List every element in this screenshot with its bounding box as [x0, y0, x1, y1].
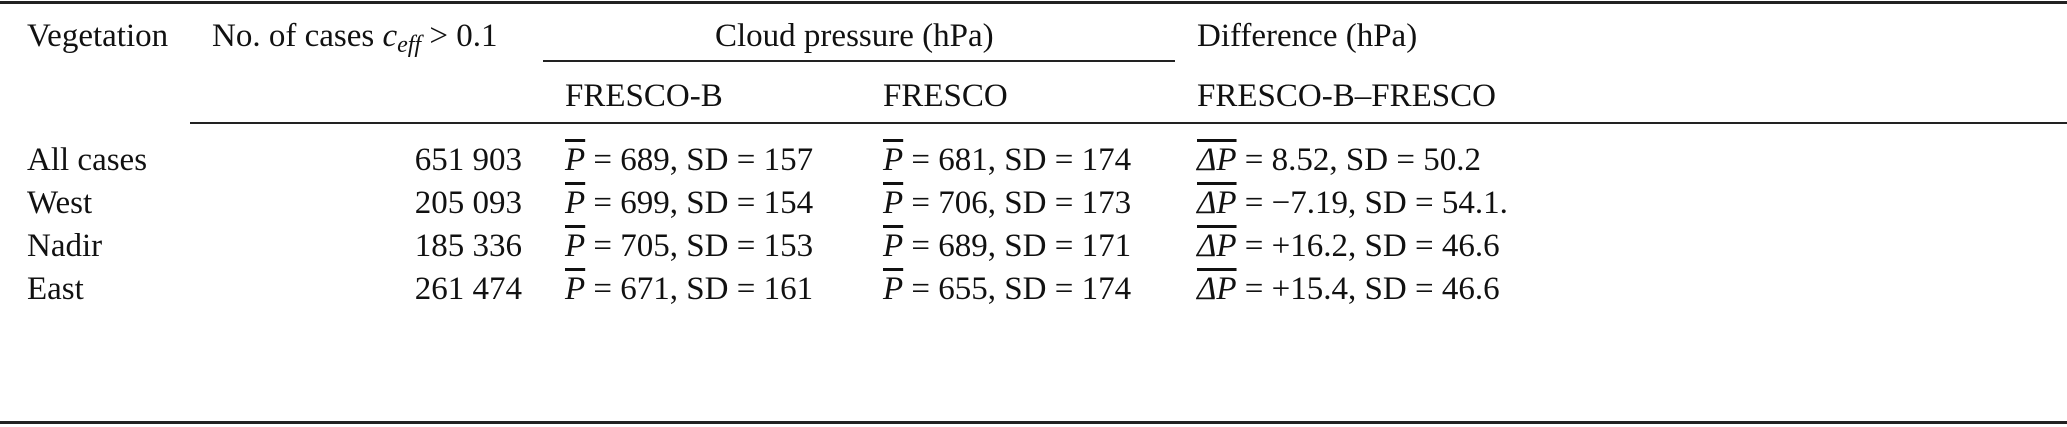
cases-cell: 205 093	[414, 185, 522, 221]
mean-symbol: ΔP	[1197, 142, 1237, 178]
mean-value: −7.19	[1271, 185, 1349, 221]
top-rule	[0, 1, 2067, 4]
header-diff-sub: FRESCO-B–FRESCO	[1197, 78, 1496, 114]
cases-cell: 651 903	[414, 142, 522, 178]
cases-sub: eff	[397, 32, 422, 58]
sd-value: 161	[763, 271, 814, 307]
fresco-cell: P = 655, SD = 174	[883, 271, 1132, 307]
vegetation-cell: West	[27, 185, 93, 221]
difference-cell: ΔP = −7.19, SD = 54.1.	[1197, 185, 1508, 221]
header-vegetation: Vegetation	[27, 18, 169, 54]
difference-cell: ΔP = 8.52, SD = 50.2	[1197, 142, 1481, 178]
vegetation-cell: Nadir	[27, 228, 103, 264]
sd-value: 46.6	[1441, 271, 1500, 307]
sd-value: 50.2	[1423, 142, 1481, 178]
mean-value: 706	[938, 185, 988, 221]
sd-value: 154	[763, 185, 814, 221]
sd-value: 171	[1081, 228, 1132, 264]
header-cloud-pressure: Cloud pressure (hPa)	[715, 18, 994, 54]
difference-cell: ΔP = +16.2, SD = 46.6	[1197, 228, 1500, 264]
cases-value: 651 903	[415, 140, 522, 180]
bottom-rule	[0, 421, 2067, 424]
cases-value: 205 093	[415, 183, 522, 223]
sd-value: 157	[763, 142, 814, 178]
mean-value: 705	[620, 228, 670, 264]
mean-symbol: P	[883, 271, 904, 307]
table-row-label: West	[27, 183, 92, 223]
sd-value: 46.6	[1441, 228, 1500, 264]
table-row-label: All cases	[27, 140, 147, 180]
mean-value: 8.52	[1271, 142, 1330, 178]
mean-symbol: P	[565, 142, 586, 178]
cases-cell: 185 336	[414, 228, 522, 264]
mean-symbol: ΔP	[1197, 271, 1237, 307]
sd-value: 54.1.	[1441, 185, 1508, 221]
sd-value: 174	[1081, 271, 1132, 307]
table-row-label: East	[27, 269, 84, 309]
cases-value: 261 474	[415, 269, 522, 309]
cases-cell: 261 474	[414, 271, 522, 307]
vegetation-cell: All cases	[27, 142, 148, 178]
mean-value: 689	[938, 228, 988, 264]
mean-value: 699	[620, 185, 670, 221]
fresco-b-cell: P = 705, SD = 153	[565, 228, 814, 264]
mean-symbol: P	[565, 271, 586, 307]
mean-symbol: ΔP	[1197, 228, 1237, 264]
sd-value: 174	[1081, 142, 1132, 178]
vegetation-cell: East	[27, 271, 84, 307]
mean-symbol: P	[883, 228, 904, 264]
header-difference: Difference (hPa)	[1197, 18, 1418, 54]
cases-prefix: No. of cases	[212, 18, 383, 54]
header-cases: No. of cases ceff > 0.1	[212, 16, 498, 58]
mean-value: 689	[620, 142, 670, 178]
mean-value: 681	[938, 142, 988, 178]
fresco-b-cell: P = 689, SD = 157	[565, 142, 814, 178]
cloud-pressure-rule	[543, 60, 1175, 62]
fresco-b-cell: P = 671, SD = 161	[565, 271, 814, 307]
cases-value: 185 336	[415, 226, 522, 266]
header-fresco-b: FRESCO-B	[565, 78, 723, 114]
sd-value: 153	[763, 228, 814, 264]
mean-symbol: P	[565, 228, 586, 264]
difference-cell: ΔP = +15.4, SD = 46.6	[1197, 271, 1500, 307]
mean-value: 671	[620, 271, 670, 307]
mean-symbol: P	[883, 185, 904, 221]
mean-symbol: ΔP	[1197, 185, 1237, 221]
mean-value: +16.2	[1271, 228, 1349, 264]
cases-var: c	[382, 18, 398, 54]
fresco-cell: P = 689, SD = 171	[883, 228, 1132, 264]
sd-value: 173	[1081, 185, 1132, 221]
fresco-cell: P = 681, SD = 174	[883, 142, 1132, 178]
fresco-b-cell: P = 699, SD = 154	[565, 185, 814, 221]
table-row-label: Nadir	[27, 226, 102, 266]
header-rule	[190, 122, 2067, 124]
mean-symbol: P	[883, 142, 904, 178]
fresco-cell: P = 706, SD = 173	[883, 185, 1132, 221]
cases-suffix: > 0.1	[421, 18, 498, 54]
mean-value: +15.4	[1271, 271, 1349, 307]
header-fresco: FRESCO	[883, 78, 1008, 114]
mean-value: 655	[938, 271, 988, 307]
mean-symbol: P	[565, 185, 586, 221]
